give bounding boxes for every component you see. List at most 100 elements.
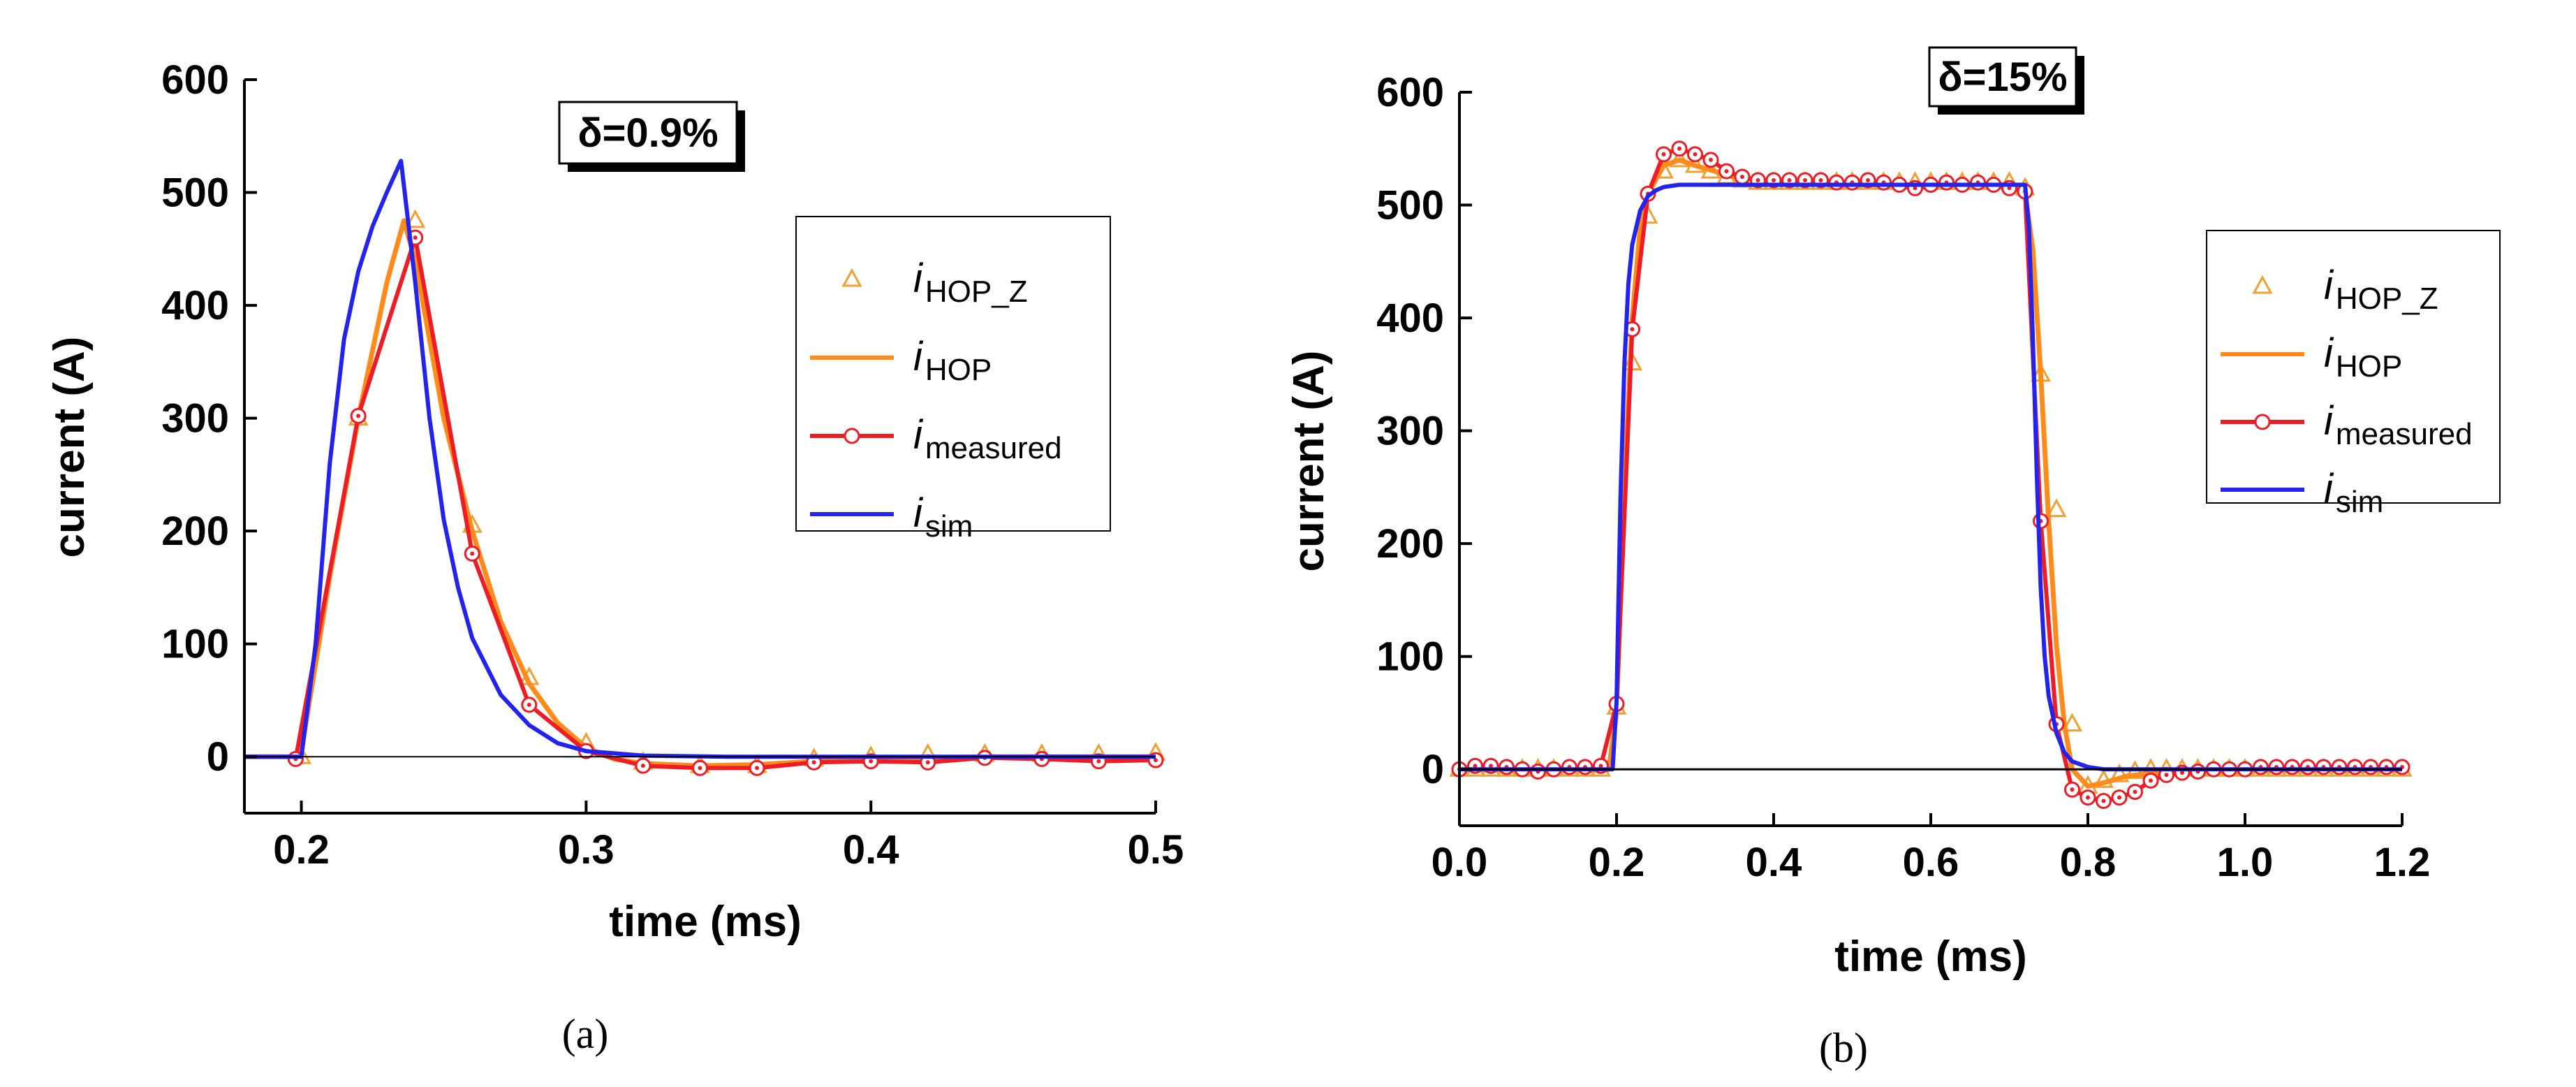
legend-label-sub: HOP: [2336, 349, 2402, 384]
legend-label-sim: isim: [2324, 466, 2383, 519]
data-point-hop-z: [2061, 713, 2083, 732]
data-point-dot-measured: [1489, 764, 1493, 768]
data-point-dot-measured: [1866, 178, 1870, 182]
data-point-dot-measured: [2164, 773, 2169, 778]
y-tick-label: 400: [1376, 296, 1444, 341]
data-point-dot-measured: [1693, 152, 1698, 156]
legend-marker-hop-z: [2252, 275, 2273, 294]
data-point-dot-measured: [1630, 327, 1635, 332]
x-tick-label: 1.0: [2217, 840, 2274, 885]
legend-label-sub: sim: [925, 509, 973, 544]
data-point-dot-measured: [811, 760, 816, 765]
chart-panel-a: 0.2 0.3 0.4 0.5 0 100 200 300 400 500 600 time (m…: [45, 57, 1184, 1057]
x-tick-label: 0.3: [558, 827, 614, 873]
legend-marker-measured: [2254, 414, 2271, 430]
data-point-dot-measured: [527, 702, 531, 707]
legend-label-measured: imeasured: [2324, 398, 2473, 451]
legend-label-hop-z: iHOP_Z: [2324, 263, 2438, 316]
x-axis-label-a: time (ms): [609, 898, 802, 946]
data-point-dot-measured: [1740, 175, 1744, 180]
data-point-hop-z: [2109, 764, 2130, 782]
legend-label-hop: iHOP: [913, 334, 992, 387]
legend-box-a: [795, 216, 1111, 532]
annotation-a: δ=0.9%: [558, 101, 745, 172]
data-point-dot-measured: [1913, 186, 1918, 191]
legend-label-main: i: [913, 334, 924, 379]
legend-label-main: i: [913, 412, 924, 458]
legend-label-main: i: [913, 490, 924, 536]
data-point-dot-measured: [1677, 146, 1681, 151]
y-tick-label: 500: [1376, 183, 1444, 228]
x-tick-label: 0.2: [1589, 840, 1645, 885]
y-tick-label: 600: [1376, 70, 1444, 115]
data-point-dot-measured: [1756, 178, 1760, 182]
legend-label-sim: isim: [913, 490, 973, 544]
legend-label-main: i: [2324, 398, 2334, 444]
data-point-dot-measured: [356, 414, 361, 418]
data-point-dot-measured: [869, 759, 874, 764]
legend-label-sub: HOP: [925, 353, 992, 387]
data-point-dot-measured: [1803, 178, 1807, 182]
annotation-text-b: δ=15%: [1938, 54, 2067, 100]
x-ticks-b: 0.0 0.2 0.4 0.6 0.8 1.0 1.2: [1431, 813, 2430, 885]
data-point-dot-measured: [1787, 178, 1792, 182]
x-tick-label: 0.4: [1746, 840, 1802, 885]
y-tick-label: 300: [1376, 409, 1444, 454]
series-line-sim: [1459, 182, 2402, 772]
y-tick-label: 200: [161, 509, 229, 554]
x-axis-label-b: time (ms): [1834, 933, 2027, 981]
data-point-dot-measured: [698, 766, 702, 771]
data-point-hop-z: [1669, 148, 1690, 168]
data-point-dot-measured: [1661, 152, 1666, 156]
legend-label-sub: HOP_Z: [2336, 282, 2438, 316]
legend-label-hop-z: iHOP_Z: [913, 256, 1028, 309]
data-point-dot-measured: [925, 760, 930, 765]
legend-marker-measured: [844, 428, 860, 444]
data-point-dot-measured: [1473, 764, 1478, 768]
legend-label-measured: imeasured: [913, 412, 1062, 465]
x-tick-label: 0.4: [843, 827, 899, 873]
legend-box-b: [2206, 230, 2501, 504]
legend-label-sub: HOP_Z: [925, 275, 1028, 309]
data-point-dot-measured: [755, 766, 760, 771]
legend-label-hop: iHOP: [2324, 330, 2402, 384]
data-point-dot-measured: [2180, 771, 2184, 775]
x-tick-label: 0.2: [273, 827, 330, 873]
y-tick-label: 0: [1422, 747, 1444, 792]
legend-label-main: i: [913, 256, 924, 301]
data-point-dot-measured: [1818, 178, 1823, 182]
series-line-sim: [244, 159, 1156, 759]
x-tick-label: 0.8: [2060, 840, 2117, 885]
data-point-dot-measured: [2149, 778, 2153, 783]
annotation-box-b: [1928, 46, 2077, 108]
legend-label-sub: sim: [2336, 485, 2383, 519]
data-point-dot-measured: [1154, 758, 1158, 763]
legend-label-main: i: [2324, 263, 2334, 308]
x-tick-label: 0.6: [1903, 840, 1959, 885]
data-point-dot-measured: [1772, 178, 1776, 182]
data-point-dot-measured: [413, 235, 418, 240]
x-ticks-a: 0.2 0.3 0.4 0.5: [273, 801, 1184, 873]
y-tick-label: 200: [1376, 521, 1444, 567]
data-point-dot-measured: [2101, 798, 2106, 803]
annotation-text-a: δ=0.9%: [577, 110, 718, 156]
data-point-dot-measured: [2133, 789, 2137, 794]
chart-panel-b: 0.0 0.2 0.4 0.6 0.8 1.0 1.2 0 100 200 300 400 500 60…: [1285, 46, 2501, 1071]
x-tick-label: 0.5: [1128, 827, 1184, 873]
data-point-hop-z: [405, 209, 426, 228]
data-point-dot-measured: [470, 551, 475, 556]
data-point-dot-measured: [2086, 795, 2090, 800]
annotation-box-a: [558, 101, 738, 165]
data-point-dot-measured: [2117, 795, 2121, 800]
legend-label-sub: measured: [925, 431, 1062, 465]
y-tick-label: 600: [161, 57, 229, 103]
y-axis-label-b: current (A): [1285, 351, 1333, 572]
y-axis-label-a: current (A): [45, 337, 94, 558]
data-point-dot-measured: [1724, 169, 1729, 174]
y-tick-label: 500: [161, 170, 229, 216]
y-ticks-b: 0 100 200 300 400 500 600: [1376, 70, 1472, 792]
y-tick-label: 100: [1376, 634, 1444, 680]
